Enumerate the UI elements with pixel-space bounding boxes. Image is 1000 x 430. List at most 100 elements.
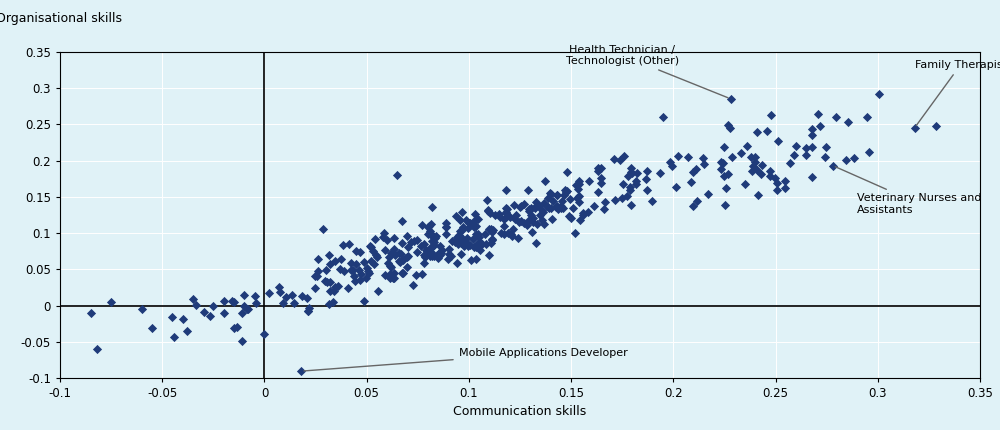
Point [460,243,476,249]
Point [441,250,457,257]
Point [454,208,470,215]
Point [586,203,602,210]
Point [507,216,523,223]
Point [348,248,364,255]
Point [341,240,357,247]
Point [871,90,887,97]
Point [549,203,565,210]
Point [440,255,456,262]
Point [534,216,550,223]
Point [422,227,438,234]
Point [422,249,438,256]
Point [409,237,425,244]
Point [769,187,785,194]
Point [558,188,574,195]
Point [451,239,467,246]
Point [416,252,432,259]
Point [309,273,325,280]
Point [333,255,349,262]
Point [762,172,778,179]
Point [562,196,578,203]
Point [498,209,514,216]
Point [590,164,606,171]
Point [366,261,382,268]
Point [383,263,399,270]
Point [828,114,844,121]
Point [426,239,442,246]
Point [348,261,364,267]
Point [715,160,731,167]
Point [362,243,378,249]
Point [321,300,337,307]
Point [759,128,775,135]
Point [356,258,372,265]
Point [408,272,424,279]
Point [485,227,501,233]
Point [520,186,536,193]
Point [483,240,499,246]
Point [422,249,438,256]
Point [804,132,820,138]
Point [424,232,440,239]
Point [570,186,586,193]
Point [571,180,587,187]
Point [226,299,242,306]
Point [523,212,539,219]
Point [405,282,421,289]
Point [619,192,635,199]
Point [453,240,469,246]
Point [540,203,556,210]
Point [430,255,446,261]
Point [455,235,471,242]
Point [770,138,786,144]
Point [670,153,686,160]
Point [325,298,341,305]
Point [554,197,570,204]
Point [293,368,309,375]
Point [471,233,487,240]
Point [468,230,484,237]
Point [424,252,440,259]
Point [400,243,416,250]
Point [460,224,476,231]
Point [597,199,613,206]
Point [392,259,408,266]
Point [363,258,379,265]
Point [529,221,545,228]
Point [723,95,739,102]
Point [749,128,765,135]
Point [224,298,240,304]
Point [479,197,495,203]
Point [321,252,337,258]
Point [556,191,572,198]
Point [434,247,450,254]
Point [628,178,644,184]
Point [438,220,454,227]
Point [425,233,441,240]
Point [491,211,507,218]
Point [317,277,333,284]
Point [498,186,514,193]
Point [466,244,482,251]
Point [261,289,277,296]
Point [521,217,537,224]
Point [310,256,326,263]
Point [521,205,537,212]
Point [739,142,755,149]
Point [196,309,212,316]
Point [563,214,579,221]
Point [528,240,544,246]
Point [575,211,591,218]
Point [236,292,252,298]
Point [907,124,923,131]
Point [928,123,944,130]
Point [363,244,379,251]
Point [655,114,671,120]
Point [382,271,398,278]
Point [817,153,833,160]
Point [498,204,514,211]
Point [424,237,440,244]
Point [247,293,263,300]
Point [381,254,397,261]
Point [347,278,363,285]
